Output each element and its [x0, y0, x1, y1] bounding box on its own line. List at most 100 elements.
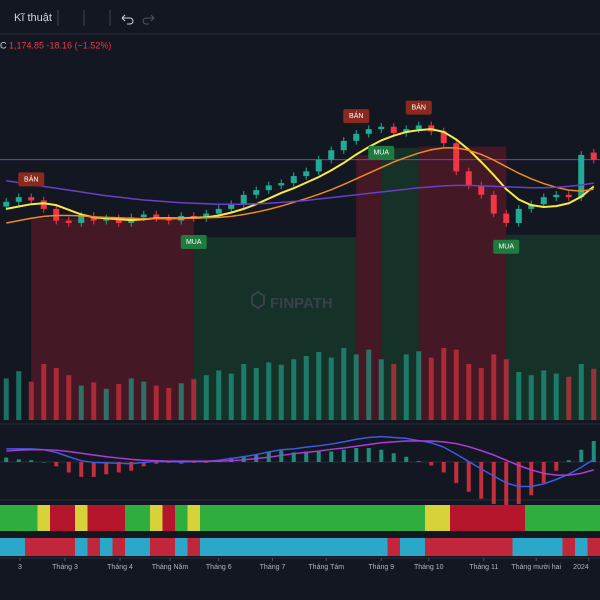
trend-strip — [287, 505, 300, 531]
direction-strip — [487, 538, 500, 556]
direction-strip — [75, 538, 88, 556]
volume-bar — [91, 382, 97, 420]
direction-strip — [0, 538, 13, 556]
signal-label: MUA — [186, 239, 202, 246]
redo-icon[interactable] — [142, 14, 155, 25]
signal-badge — [18, 172, 45, 187]
direction-strip — [300, 538, 313, 556]
macd-histogram — [179, 462, 184, 464]
direction-strip — [112, 538, 125, 556]
macd-histogram — [529, 462, 534, 496]
direction-strip — [562, 538, 575, 556]
volume-bar — [503, 359, 509, 420]
candle-body — [478, 185, 485, 195]
volume-bar — [66, 375, 72, 420]
macd-histogram — [41, 462, 46, 463]
volume-bar — [303, 356, 309, 420]
direction-strip — [287, 538, 300, 556]
macd-histogram — [229, 457, 234, 462]
candle-body — [40, 200, 47, 209]
direction-strip — [412, 538, 425, 556]
x-tick-label: 2024 — [573, 564, 589, 571]
volume-bar — [28, 381, 34, 420]
direction-strip — [425, 538, 438, 556]
direction-strip — [275, 538, 288, 556]
candle-body — [453, 143, 460, 172]
volume-bar — [278, 364, 284, 420]
candle-body — [265, 185, 272, 191]
signal-badge — [493, 239, 520, 254]
direction-strip — [387, 538, 400, 556]
volume-bar — [316, 352, 322, 420]
signal-label: MUA — [498, 244, 514, 251]
x-tick-label: Tháng mười hai — [511, 564, 561, 571]
macd-histogram — [129, 462, 134, 471]
direction-strip — [37, 538, 50, 556]
direction-strip — [137, 538, 150, 556]
trend-strip — [175, 505, 188, 531]
direction-strip — [175, 538, 188, 556]
signal-badge — [180, 235, 207, 250]
macd-histogram — [329, 451, 334, 462]
trend-strip — [300, 505, 313, 531]
volume-bar — [191, 379, 197, 420]
direction-strip — [537, 538, 550, 556]
volume-bar — [216, 370, 222, 420]
macd-histogram — [116, 462, 121, 473]
direction-strip — [500, 538, 513, 556]
direction-strip — [225, 538, 238, 556]
trend-strip — [537, 505, 550, 531]
trend-strip — [25, 505, 38, 531]
x-tick-label: Tháng 10 — [414, 564, 444, 571]
watermark: FINPATH — [270, 295, 333, 312]
macd-histogram — [141, 462, 146, 467]
volume-bar — [203, 375, 209, 420]
candle-body — [565, 194, 572, 198]
signal-badge — [343, 109, 370, 124]
candle-body — [340, 140, 347, 151]
candle-body — [378, 126, 385, 130]
trend-strip — [112, 505, 125, 531]
macd-histogram — [579, 449, 584, 462]
signal-zone — [506, 234, 600, 420]
volume-bar — [53, 368, 59, 420]
x-tick-label: Tháng 9 — [368, 564, 394, 571]
candle-body — [65, 220, 72, 223]
macd-histogram — [154, 462, 159, 464]
direction-strip — [25, 538, 38, 556]
volume-bar — [553, 373, 559, 420]
volume-bar — [453, 349, 459, 420]
macd-histogram — [316, 451, 321, 462]
direction-strip — [62, 538, 75, 556]
direction-strip — [50, 538, 63, 556]
trend-strip — [37, 505, 50, 531]
signal-badge — [405, 100, 432, 115]
trend-strip — [487, 505, 500, 531]
volume-bar — [391, 364, 397, 420]
direction-strip — [550, 538, 563, 556]
macd-histogram — [516, 462, 521, 504]
macd-histogram — [66, 462, 71, 473]
technical-button[interactable]: Kĩ thuật — [14, 12, 52, 24]
signal-label: BÁN — [24, 174, 38, 183]
volume-bar — [166, 388, 172, 420]
signal-label: BÁN — [412, 102, 426, 111]
macd-histogram — [429, 462, 434, 466]
macd-histogram — [416, 461, 421, 462]
volume-bar — [578, 364, 584, 420]
direction-strip — [512, 538, 525, 556]
trend-strip — [137, 505, 150, 531]
candle-body — [390, 126, 397, 133]
volume-bar — [591, 368, 597, 420]
candle-body — [253, 190, 260, 195]
volume-bar — [291, 359, 297, 420]
macd-histogram — [91, 462, 96, 477]
trend-strip — [200, 505, 213, 531]
direction-strip — [325, 538, 338, 556]
x-tick-label: Tháng 4 — [107, 564, 133, 571]
direction-strip — [337, 538, 350, 556]
undo-icon[interactable] — [121, 14, 134, 25]
candle-body — [278, 183, 285, 186]
macd-histogram — [54, 462, 59, 467]
direction-strip — [525, 538, 538, 556]
